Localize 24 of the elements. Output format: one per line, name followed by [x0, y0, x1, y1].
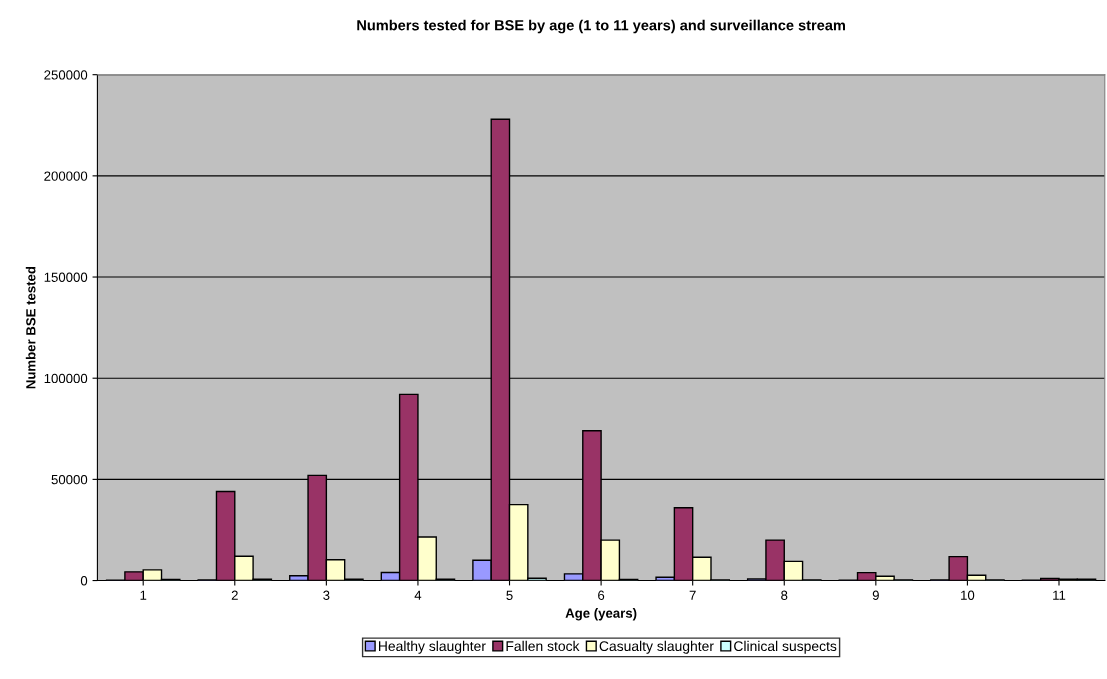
y-tick-label: 0 [80, 576, 88, 586]
chart-title: Numbers tested for BSE by age (1 to 11 years) and surveillance stream [357, 19, 845, 34]
y-tick-label: 150000 [44, 272, 88, 282]
legend-label: Fallen stock [506, 640, 580, 652]
x-tick-label: 6 [598, 590, 605, 600]
x-tick-label: 8 [781, 590, 788, 600]
x-tick-label: 3 [323, 590, 330, 600]
legend-label: Healthy slaughter [379, 640, 486, 654]
legend-label: Casualty slaughter [599, 640, 714, 654]
x-tick-label: 9 [872, 590, 879, 600]
y-tick-label: 100000 [44, 373, 88, 384]
y-tick-label: 200000 [44, 171, 88, 181]
x-tick-label: 1 [140, 590, 147, 600]
x-tick-label: 4 [414, 590, 422, 600]
x-tick-label: 2 [231, 590, 238, 600]
legend-label: Clinical suspects [734, 640, 837, 654]
x-tick-label: 5 [506, 590, 513, 600]
x-tick-label: 10 [961, 590, 975, 600]
x-tick-label: 11 [1053, 590, 1066, 600]
y-axis-title: Number BSE tested [25, 266, 36, 389]
y-tick-label: 250000 [44, 70, 88, 80]
y-tick-label: 50000 [51, 474, 88, 485]
x-axis-title: Age (years) [565, 608, 637, 621]
x-tick-label: 7 [689, 590, 696, 600]
